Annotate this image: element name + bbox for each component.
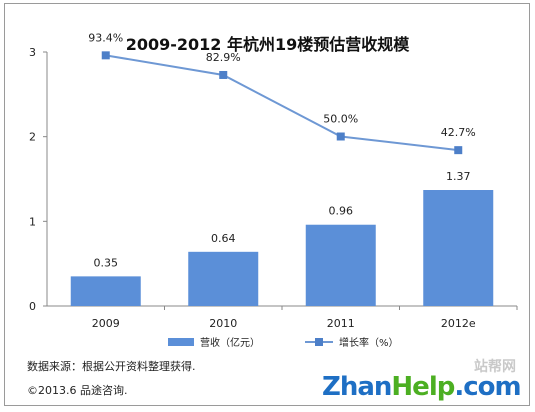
y-tick-label: 1 — [29, 215, 36, 228]
growth-value-label: 50.0% — [323, 113, 358, 126]
watermark-logo: 站帮网 ZhanHelp.com — [322, 359, 522, 406]
growth-point — [219, 70, 228, 79]
copyright-note: ©2013.6 品途咨询. — [27, 384, 128, 397]
chart-title: 2009-2012 年杭州19楼预估营收规模 — [125, 35, 410, 54]
watermark-text: ZhanHelp.com — [322, 372, 522, 402]
bar-value-label: 0.35 — [94, 256, 119, 269]
bar-value-label: 0.96 — [329, 205, 354, 218]
growth-point — [336, 132, 345, 141]
x-tick-label: 2012e — [441, 317, 476, 330]
y-tick-label: 3 — [29, 46, 36, 59]
growth-line — [105, 54, 459, 152]
bar — [305, 224, 376, 306]
growth-point — [454, 146, 463, 155]
bar — [188, 251, 259, 306]
legend-swatch-bar — [168, 338, 194, 346]
growth-value-label: 42.7% — [441, 126, 476, 139]
y-tick-label: 2 — [29, 131, 36, 144]
growth-value-label: 82.9% — [206, 51, 241, 64]
legend-label-growth: 增长率（%） — [339, 336, 399, 349]
growth-value-label: 93.4% — [88, 31, 123, 44]
bar — [70, 276, 141, 306]
data-source-note: 数据来源：根据公开资料整理获得. — [27, 360, 196, 373]
growth-point — [101, 51, 110, 60]
bar — [423, 190, 494, 306]
x-tick-label: 2011 — [327, 317, 355, 330]
x-tick-label: 2009 — [92, 317, 120, 330]
legend-swatch-marker — [315, 338, 323, 346]
bar-value-label: 0.64 — [211, 232, 236, 245]
bar-value-label: 1.37 — [446, 170, 471, 183]
y-tick-label: 0 — [29, 300, 36, 313]
watermark-cn: 站帮网 — [474, 359, 516, 375]
x-tick-label: 2010 — [209, 317, 237, 330]
legend-label-revenue: 营收（亿元） — [200, 336, 260, 349]
